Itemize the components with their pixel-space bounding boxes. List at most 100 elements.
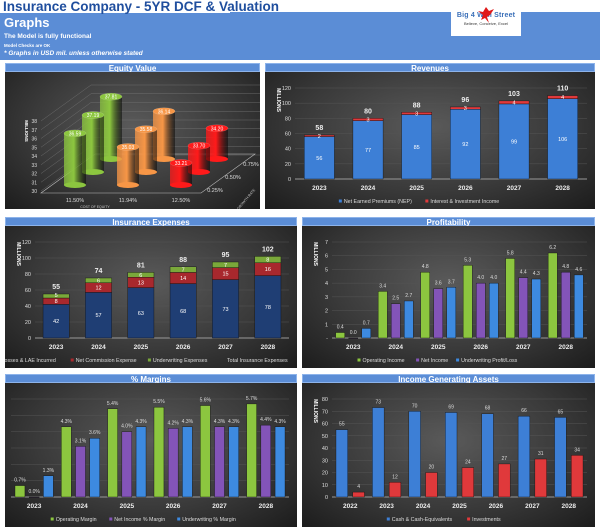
x-tick-label: 2024 xyxy=(416,503,431,510)
x-tick-label: 2027 xyxy=(516,344,531,351)
bar xyxy=(335,429,348,498)
bar xyxy=(167,428,179,498)
bar-value-label: 1.3% xyxy=(43,468,55,474)
bar-value-label: 15 xyxy=(222,272,228,278)
legend-label: Net Income xyxy=(421,358,448,364)
bar-value-label: 4.4 xyxy=(520,270,527,276)
bar xyxy=(547,252,558,339)
bar-value-label: 4.3% xyxy=(135,419,147,425)
bar-value-label: 36.59 xyxy=(69,131,82,137)
panel-title: Insurance Expenses xyxy=(5,217,297,227)
bar xyxy=(107,408,118,498)
bar-value-label: 5.5% xyxy=(153,399,165,405)
bar-value-label: 0.0 xyxy=(350,330,357,336)
bar xyxy=(390,303,401,339)
bar-value-label: 106 xyxy=(558,137,567,143)
y-tick-label: 40 xyxy=(25,304,31,310)
bar-value-label: 5.8 xyxy=(507,250,514,256)
y-tick-label: 20 xyxy=(25,320,31,326)
bar-value-label: 3.6 xyxy=(435,281,442,287)
bar-value-label: 3 xyxy=(464,106,467,112)
y-tick-label: 20 xyxy=(285,162,291,168)
bar xyxy=(260,424,272,498)
panel-title: Revenues xyxy=(265,63,595,73)
bar-value-label: 8 xyxy=(55,299,58,305)
income-generating-assets-panel: Income Generating Assets 0 10 20 30 40 50 60 70… xyxy=(301,373,596,528)
bar-segment xyxy=(401,112,432,115)
y-axis-label: MILLIONS xyxy=(24,120,29,142)
bar-value-label: 2.7 xyxy=(405,293,412,299)
bar xyxy=(153,406,165,498)
bar-value-label: 4.0 xyxy=(477,275,484,281)
legend-label: Losses & LAE Incurred xyxy=(5,358,56,364)
depth-tick-label: 0.50% xyxy=(225,175,241,181)
y-tick-label: 80 xyxy=(322,397,328,403)
total-label: 96 xyxy=(461,97,469,104)
y-tick-label: 100 xyxy=(282,101,291,107)
bar-value-label: 0.7 xyxy=(363,320,370,326)
bar-value-label: 65 xyxy=(558,409,564,415)
bar-value-label: 34 xyxy=(574,447,580,453)
cylinder-base xyxy=(170,182,192,188)
bar-value-label: 5.6% xyxy=(200,398,212,404)
bar xyxy=(352,491,365,498)
bar-value-label: 36.14 xyxy=(158,109,171,115)
x-tick-label: 2028 xyxy=(562,503,577,510)
bar-value-label: 5.4% xyxy=(107,401,119,407)
bar-value-label: 57 xyxy=(95,313,101,319)
legend-swatch xyxy=(147,358,151,362)
bar-segment xyxy=(450,109,481,180)
x-tick-label: 2024 xyxy=(389,344,404,351)
bar-value-label: 73 xyxy=(375,400,381,406)
gridline xyxy=(40,93,92,130)
bar xyxy=(75,446,86,498)
gridline xyxy=(40,84,92,122)
bar-value-label: 4.0 xyxy=(490,275,497,281)
bar-value-label: 0.4 xyxy=(337,325,344,331)
bar xyxy=(446,287,457,339)
bar xyxy=(135,426,147,498)
x-tick-label: 2024 xyxy=(73,503,88,510)
panel-title: Equity Value xyxy=(5,63,260,73)
bar xyxy=(445,412,458,498)
bar xyxy=(372,407,385,498)
total-label: 80 xyxy=(364,108,372,115)
bar-value-label: 35.03 xyxy=(122,145,135,151)
bar-segment xyxy=(304,136,335,180)
equity-value-panel: Equity Value 30 31 32 33 34 35 36 37 38 MILLIONS 3… xyxy=(4,62,262,211)
total-label: 55 xyxy=(52,284,60,291)
bar-segment xyxy=(85,277,112,284)
total-label: 95 xyxy=(222,252,230,259)
cylinder-base xyxy=(206,156,228,162)
y-tick-label: 120 xyxy=(282,86,291,92)
bar-value-label: 16 xyxy=(265,267,271,273)
y-tick-label: 30 xyxy=(31,189,37,195)
bar-segment xyxy=(254,256,282,263)
bar-value-label: 8 xyxy=(266,258,269,264)
bar-value-label: 70 xyxy=(412,403,418,409)
cylinder-body xyxy=(117,146,139,185)
bar-segment xyxy=(127,272,155,278)
total-label: 88 xyxy=(179,257,187,264)
cylinder-base xyxy=(117,182,139,188)
depth-tick-label: 0.75% xyxy=(243,162,259,168)
total-label: 81 xyxy=(137,262,145,269)
units-note: * Graphs in USD mil. unless otherwise st… xyxy=(4,50,143,57)
x-tick-label: 2026 xyxy=(489,503,504,510)
legend-swatch xyxy=(416,358,420,362)
bar-value-label: 27 xyxy=(502,456,508,462)
x-tick-label: 11.50% xyxy=(66,198,84,204)
bar-value-label: 13 xyxy=(138,280,144,286)
cylinder-top xyxy=(63,129,87,138)
x-tick-label: 2024 xyxy=(91,344,106,351)
cylinder-top xyxy=(99,92,123,101)
legend-swatch xyxy=(109,517,113,521)
y-tick-label: 34 xyxy=(31,154,37,160)
x-tick-label: 2026 xyxy=(176,344,191,351)
bar xyxy=(560,271,571,339)
bar-segment xyxy=(212,279,239,339)
bar xyxy=(408,411,421,498)
legend-label: Investments xyxy=(472,517,501,523)
cylinder-top xyxy=(169,159,193,167)
